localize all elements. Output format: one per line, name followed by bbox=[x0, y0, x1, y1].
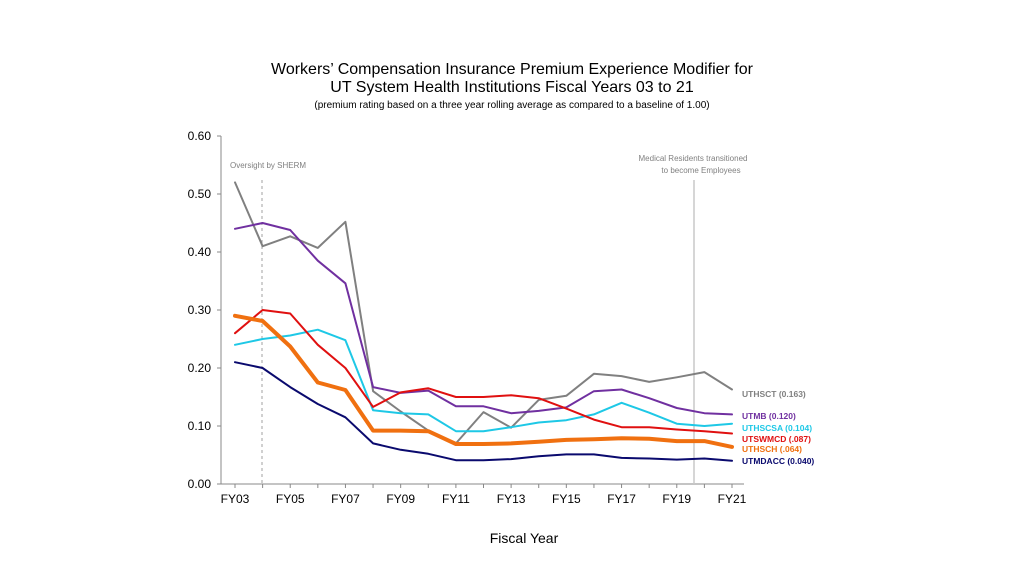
x-tick-label: FY11 bbox=[442, 492, 470, 506]
series-line-uthscsa bbox=[234, 328, 733, 433]
series-line-uthsct bbox=[234, 181, 733, 445]
series-label-utmb: UTMB (0.120) bbox=[742, 411, 796, 421]
y-tick-label: 0.60 bbox=[188, 129, 212, 143]
oversight-annotation: Oversight by SHERM bbox=[230, 161, 306, 170]
residents-annotation-line-1: Medical Residents transitioned bbox=[639, 154, 748, 163]
series-lines bbox=[233, 181, 734, 462]
series-label-utswmcd: UTSWMCD (.087) bbox=[742, 434, 811, 444]
series-line-utswmcd bbox=[234, 309, 733, 435]
x-tick-label: FY21 bbox=[718, 492, 747, 506]
y-tick-label: 0.20 bbox=[188, 361, 212, 375]
series-line-uthsch bbox=[233, 313, 734, 449]
x-tick-label: FY07 bbox=[331, 492, 360, 506]
x-tick-label: FY13 bbox=[497, 492, 526, 506]
x-tick-label: FY03 bbox=[221, 492, 250, 506]
series-line-utmb bbox=[234, 222, 733, 416]
y-tick-label: 0.30 bbox=[188, 303, 212, 317]
y-tick-label: 0.50 bbox=[188, 187, 212, 201]
series-label-uthscsa: UTHSCSA (0.104) bbox=[742, 423, 812, 433]
series-label-utmdacc: UTMDACC (0.040) bbox=[742, 456, 814, 466]
residents-annotation-line-2: to become Employees bbox=[661, 166, 740, 175]
axes: 0.00 0.10 0.20 0.30 0.40 0.50 0.60 FY03 FY05 FY07… bbox=[188, 129, 747, 506]
series-labels: UTHSCT (0.163) UTMB (0.120) UTHSCSA (0.104… bbox=[742, 389, 814, 466]
y-tick-label: 0.40 bbox=[188, 245, 212, 259]
annotations: Oversight by SHERM Medical Residents tra… bbox=[230, 154, 747, 484]
x-tick-label: FY17 bbox=[607, 492, 636, 506]
series-line-utmdacc bbox=[234, 361, 733, 462]
chart-subtitle: (premium rating based on a three year ro… bbox=[314, 100, 709, 111]
chart-title-line-2: UT System Health Institutions Fiscal Yea… bbox=[330, 79, 694, 96]
x-tick-label: FY15 bbox=[552, 492, 581, 506]
series-label-uthsct: UTHSCT (0.163) bbox=[742, 389, 806, 399]
x-tick-label: FY05 bbox=[276, 492, 305, 506]
x-axis-title: Fiscal Year bbox=[490, 530, 559, 546]
x-tick-label: FY09 bbox=[386, 492, 415, 506]
chart-title-line-1: Workers’ Compensation Insurance Premium … bbox=[271, 61, 754, 78]
y-tick-label: 0.00 bbox=[188, 477, 212, 491]
series-label-uthsch: UTHSCH (.064) bbox=[742, 444, 802, 454]
y-tick-label: 0.10 bbox=[188, 419, 212, 433]
x-tick-label: FY19 bbox=[662, 492, 691, 506]
